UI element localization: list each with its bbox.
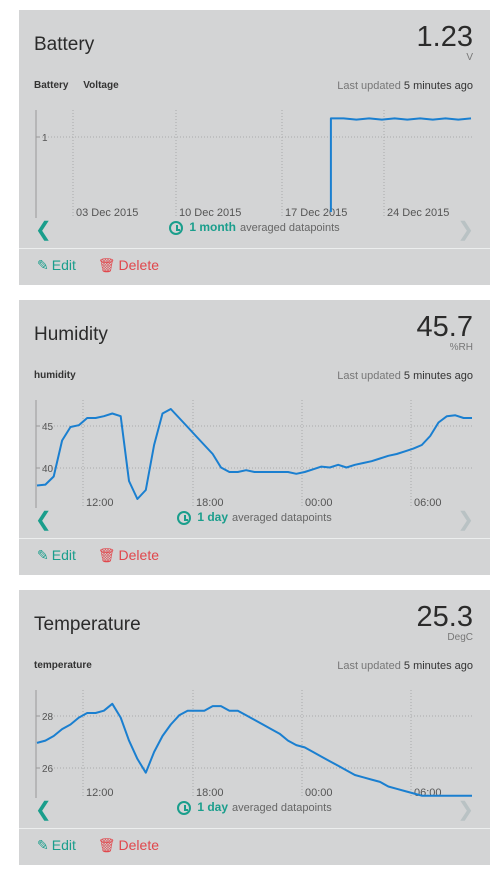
next-period-arrow-icon[interactable]: ❯ <box>457 509 474 531</box>
period-length-link[interactable]: 1 day <box>197 510 228 524</box>
last-updated-value: 5 minutes ago <box>403 370 473 382</box>
x-tick-label: 17 Dec 2015 <box>285 207 347 219</box>
series-line <box>36 408 472 500</box>
variable-labels: temperature <box>34 660 104 671</box>
last-updated-prefix: Last updated <box>337 660 401 672</box>
series-line <box>36 702 472 797</box>
value-unit: V <box>466 52 473 63</box>
trash-icon: 🗑 <box>97 837 116 853</box>
edit-button[interactable]: ✎ Edit <box>37 547 76 563</box>
delete-button[interactable]: 🗑 Delete <box>98 547 159 563</box>
line-chart: 28 26 12:00 18:00 00:00 06:00 <box>35 690 473 799</box>
x-tick-label: 06:00 <box>414 497 442 509</box>
current-value: 45.7 <box>416 311 473 343</box>
period-description: averaged datapoints <box>232 512 332 524</box>
y-tick-label: 1 <box>42 133 48 144</box>
previous-period-arrow-icon[interactable]: ❮ <box>35 799 52 821</box>
period-length-link[interactable]: 1 day <box>197 800 228 814</box>
y-tick-label: 26 <box>42 764 54 775</box>
current-value: 25.3 <box>416 601 473 633</box>
current-value: 1.23 <box>416 21 473 53</box>
clock-icon <box>177 801 192 816</box>
period-selector: 1 month averaged datapoints <box>19 220 490 236</box>
x-tick-label: 00:00 <box>305 497 333 509</box>
last-updated: Last updated 5 minutes ago <box>337 80 473 92</box>
previous-period-arrow-icon[interactable]: ❮ <box>35 219 52 241</box>
line-chart: 45 40 12:00 18:00 00:00 06:00 <box>35 400 473 509</box>
last-updated: Last updated 5 minutes ago <box>337 370 473 382</box>
series-line <box>329 117 472 212</box>
battery-card: Battery 1.23 V Battery Voltage Last upda… <box>19 10 490 285</box>
x-tick-label: 18:00 <box>196 497 224 509</box>
card-title: Temperature <box>34 614 141 635</box>
divider <box>19 538 490 539</box>
last-updated: Last updated 5 minutes ago <box>337 660 473 672</box>
trash-icon: 🗑 <box>97 547 116 563</box>
pencil-icon: ✎ <box>37 547 49 563</box>
edit-label: Edit <box>51 547 76 563</box>
divider <box>19 248 490 249</box>
last-updated-value: 5 minutes ago <box>403 80 473 92</box>
variable-label: humidity <box>34 370 76 381</box>
value-unit: %RH <box>449 342 473 353</box>
divider <box>19 828 490 829</box>
y-tick-label: 45 <box>42 422 54 433</box>
humidity-card: Humidity 45.7 %RH humidity Last updated … <box>19 300 490 575</box>
trash-icon: 🗑 <box>97 257 116 273</box>
edit-label: Edit <box>51 257 76 273</box>
previous-period-arrow-icon[interactable]: ❮ <box>35 509 52 531</box>
x-tick-label: 24 Dec 2015 <box>387 207 449 219</box>
clock-icon <box>177 511 192 526</box>
x-tick-label: 10 Dec 2015 <box>179 207 241 219</box>
card-actions: ✎ Edit 🗑 Delete <box>37 257 159 274</box>
delete-label: Delete <box>118 547 159 563</box>
edit-button[interactable]: ✎ Edit <box>37 257 76 273</box>
period-selector: 1 day averaged datapoints <box>19 510 490 526</box>
edit-label: Edit <box>51 837 76 853</box>
variable-label: temperature <box>34 660 92 671</box>
variable-labels: humidity <box>34 370 88 381</box>
x-tick-label: 12:00 <box>86 497 114 509</box>
variable-label: Voltage <box>83 80 119 91</box>
delete-label: Delete <box>118 837 159 853</box>
next-period-arrow-icon[interactable]: ❯ <box>457 799 474 821</box>
clock-icon <box>169 221 184 236</box>
temperature-card: Temperature 25.3 DegC temperature Last u… <box>19 590 490 865</box>
y-tick-label: 28 <box>42 712 54 723</box>
x-tick-label: 00:00 <box>305 787 333 799</box>
delete-label: Delete <box>118 257 159 273</box>
last-updated-prefix: Last updated <box>337 80 401 92</box>
card-title: Battery <box>34 34 95 55</box>
last-updated-prefix: Last updated <box>337 370 401 382</box>
variable-label: Battery <box>34 80 69 91</box>
card-actions: ✎ Edit 🗑 Delete <box>37 547 159 564</box>
edit-button[interactable]: ✎ Edit <box>37 837 76 853</box>
line-chart: 1 03 Dec 2015 10 Dec 2015 17 Dec 2015 24 Dec… <box>35 110 473 219</box>
variable-labels: Battery Voltage <box>34 80 131 91</box>
x-tick-label: 06:00 <box>414 787 442 799</box>
pencil-icon: ✎ <box>37 837 49 853</box>
delete-button[interactable]: 🗑 Delete <box>98 257 159 273</box>
period-length-link[interactable]: 1 month <box>189 220 236 234</box>
delete-button[interactable]: 🗑 Delete <box>98 837 159 853</box>
x-tick-label: 12:00 <box>86 787 114 799</box>
period-selector: 1 day averaged datapoints <box>19 800 490 816</box>
card-actions: ✎ Edit 🗑 Delete <box>37 837 159 854</box>
period-description: averaged datapoints <box>232 802 332 814</box>
x-tick-label: 03 Dec 2015 <box>76 207 138 219</box>
pencil-icon: ✎ <box>37 257 49 273</box>
last-updated-value: 5 minutes ago <box>403 660 473 672</box>
card-title: Humidity <box>34 324 108 345</box>
period-description: averaged datapoints <box>239 222 340 234</box>
y-tick-label: 40 <box>42 464 54 475</box>
value-unit: DegC <box>447 632 473 643</box>
next-period-arrow-icon[interactable]: ❯ <box>457 219 474 241</box>
x-tick-label: 18:00 <box>196 787 224 799</box>
